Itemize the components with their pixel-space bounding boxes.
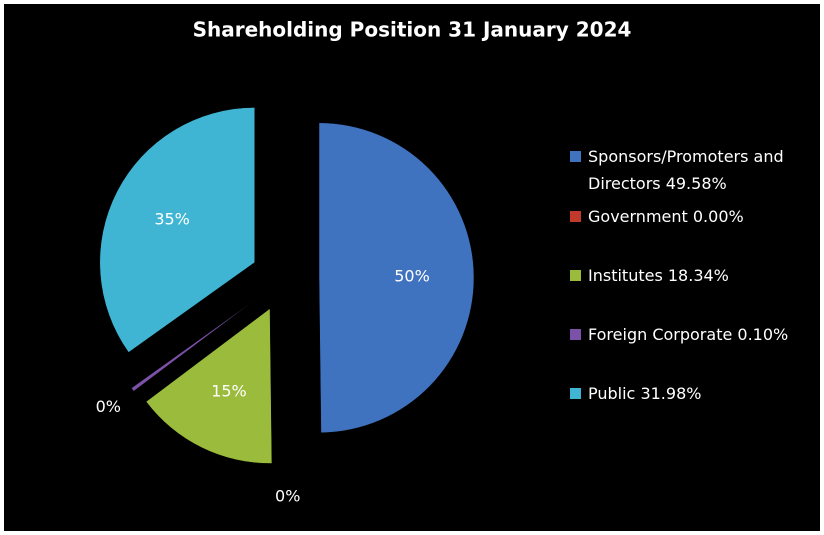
legend-item: Sponsors/Promoters and Directors 49.58% [568,143,818,197]
legend-label: Government 0.00% [588,207,744,226]
data-label: 0% [275,486,300,505]
pie-slice [318,122,475,434]
legend-item: Foreign Corporate 0.10% [568,321,818,348]
legend-swatch [570,151,581,162]
data-label: 35% [154,209,190,228]
legend-swatch [570,211,581,222]
legend-swatch [570,329,581,340]
data-label: 0% [96,397,121,416]
pie-slice [145,308,273,464]
legend-label: Public 31.98% [588,384,702,403]
data-label: 50% [394,267,430,286]
pie-slice [285,311,288,467]
legend-swatch [570,270,581,281]
chart-title: Shareholding Position 31 January 2024 [193,18,632,42]
pie-slice [99,107,256,353]
pie-slice [131,297,258,392]
legend-label: Institutes 18.34% [588,266,729,285]
legend: Sponsors/Promoters and Directors 49.58% G… [568,143,818,407]
legend-label: Sponsors/Promoters and Directors 49.58% [588,147,784,193]
data-label: 15% [211,381,247,400]
legend-item: Institutes 18.34% [568,262,818,289]
legend-item: Public 31.98% [568,380,818,407]
legend-swatch [570,388,581,399]
legend-item: Government 0.00% [568,203,818,230]
legend-label: Foreign Corporate 0.10% [588,325,789,344]
